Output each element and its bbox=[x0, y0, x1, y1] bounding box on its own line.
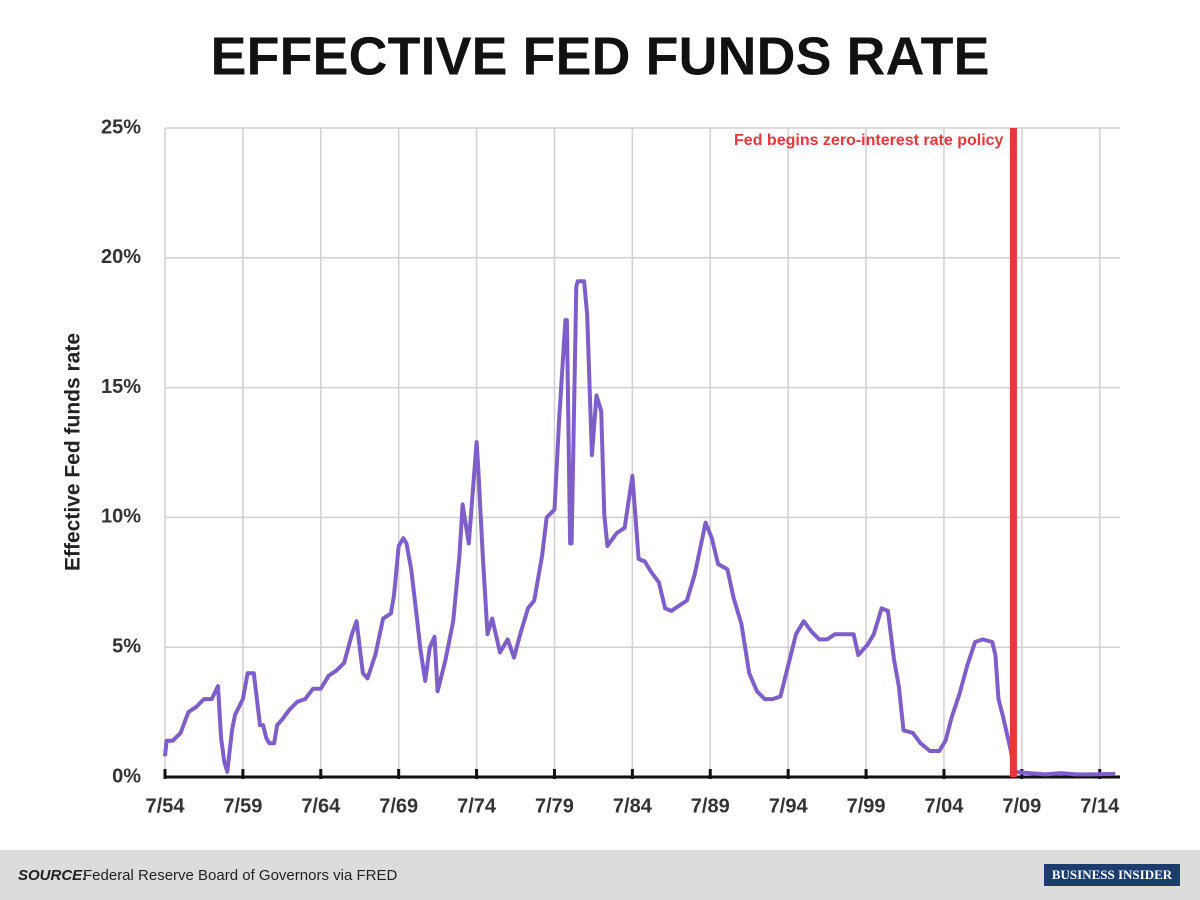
x-tick-label: 7/79 bbox=[535, 795, 574, 817]
y-tick-label: 0% bbox=[112, 765, 141, 787]
x-tick-label: 7/14 bbox=[1080, 795, 1120, 817]
y-tick-label: 15% bbox=[101, 376, 141, 398]
x-tick-label: 7/69 bbox=[379, 795, 418, 817]
source: Federal Reserve Board of Governors via F… bbox=[83, 867, 397, 884]
logo: BUSINESS INSIDER bbox=[1052, 867, 1173, 882]
source-label: SOURCE: bbox=[18, 867, 87, 884]
x-tick-label: 7/59 bbox=[223, 795, 262, 817]
x-tick-label: 7/74 bbox=[457, 795, 497, 817]
x-tick-label: 7/04 bbox=[924, 795, 964, 817]
data-line bbox=[163, 279, 1116, 777]
x-tick-label: 7/99 bbox=[847, 795, 886, 817]
y-axis-label: Effective Fed funds rate bbox=[62, 333, 85, 571]
x-tick-label: 7/54 bbox=[146, 795, 186, 817]
x-tick-label: 7/89 bbox=[691, 795, 730, 817]
y-tick-label: 20% bbox=[101, 246, 141, 268]
y-tick-label: 5% bbox=[112, 635, 141, 657]
footer bbox=[0, 850, 1200, 900]
y-tick-label: 25% bbox=[101, 116, 141, 138]
chart-title: EFFECTIVE FED FUNDS RATE bbox=[210, 26, 989, 86]
logo-box bbox=[1044, 864, 1180, 886]
annotation-text: Fed begins zero-interest rate policy bbox=[734, 132, 1004, 149]
x-tick-label: 7/94 bbox=[769, 795, 809, 817]
x-tick-label: 7/84 bbox=[613, 795, 653, 817]
x-tick-label: 7/09 bbox=[1002, 795, 1041, 817]
y-tick-label: 10% bbox=[101, 506, 141, 528]
x-tick-label: 7/64 bbox=[301, 795, 341, 817]
